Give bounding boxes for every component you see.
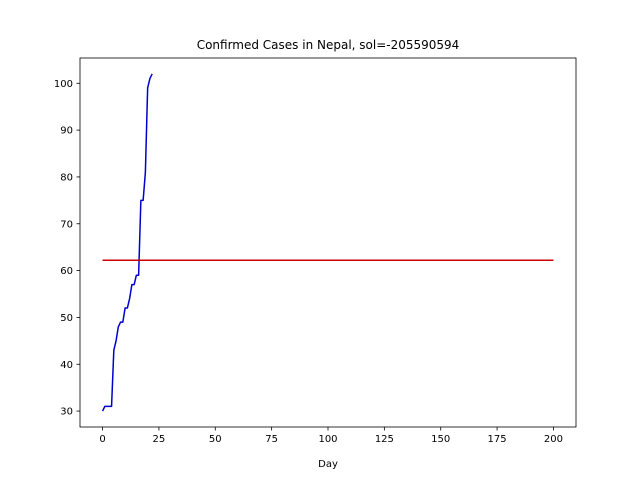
x-tick-label: 150 xyxy=(431,434,450,445)
x-tick-label: 175 xyxy=(488,434,507,445)
y-tick-label: 40 xyxy=(60,360,73,371)
plot-area xyxy=(101,73,554,412)
y-tick-label: 60 xyxy=(60,266,73,277)
x-tick-label: 50 xyxy=(209,434,222,445)
y-tick-label: 80 xyxy=(60,172,73,183)
axes: 0 25 50 75 100 125 150 175 200 30 40 50 60 70 80 90 100 xyxy=(54,57,577,445)
x-tick-label: 125 xyxy=(375,434,394,445)
x-tick-label: 100 xyxy=(318,434,337,445)
y-tick-label: 100 xyxy=(54,79,73,90)
y-tick-label: 90 xyxy=(60,126,73,137)
chart-title: Confirmed Cases in Nepal, sol=-205590594 xyxy=(197,38,460,52)
y-tick-label: 70 xyxy=(60,219,73,230)
y-tick-label: 30 xyxy=(60,407,73,418)
x-tick-label: 25 xyxy=(153,434,166,445)
y-tick-label: 50 xyxy=(60,313,73,324)
x-tick-label: 0 xyxy=(99,434,105,445)
x-tick-label: 200 xyxy=(544,434,563,445)
x-axis-label: Day xyxy=(318,459,338,470)
x-tick-label: 75 xyxy=(265,434,278,445)
series-line-0 xyxy=(101,73,153,412)
